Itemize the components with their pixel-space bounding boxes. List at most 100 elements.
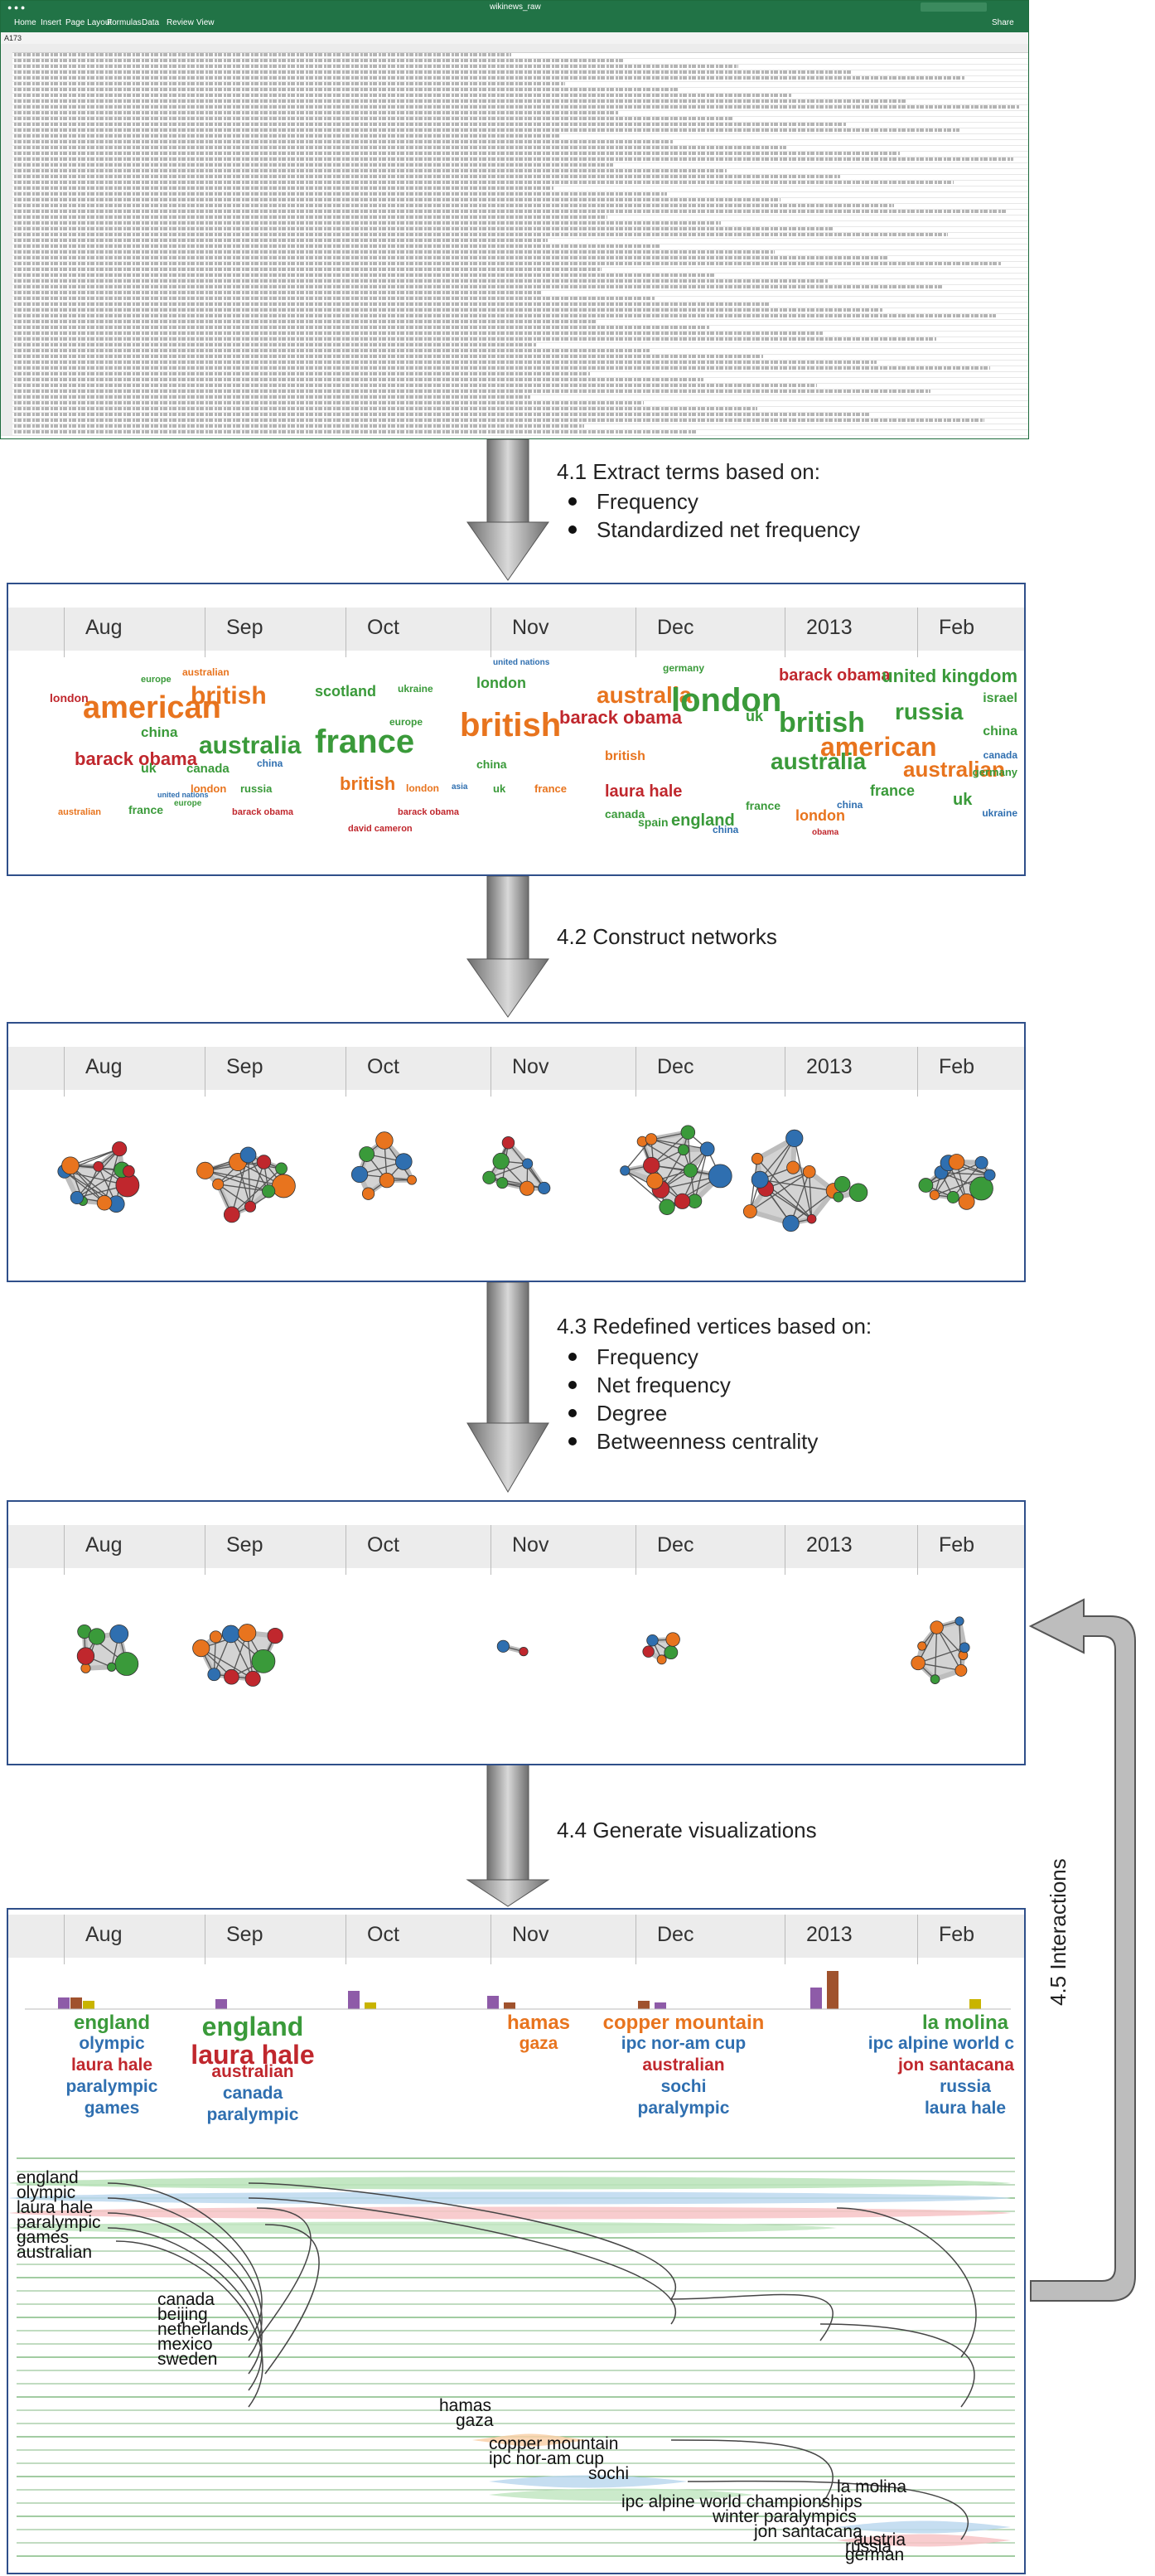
sheet-row[interactable] — [1, 52, 1028, 59]
sheet-row[interactable] — [1, 128, 1028, 134]
row-content[interactable] — [14, 430, 698, 433]
network-node[interactable] — [496, 1177, 509, 1189]
sheet-row[interactable] — [1, 151, 1028, 157]
row-header[interactable] — [1, 319, 12, 325]
row-header[interactable] — [1, 81, 12, 87]
row-content[interactable] — [14, 262, 1002, 265]
stream-label[interactable]: england — [17, 2168, 79, 2187]
row-content[interactable] — [14, 99, 906, 103]
sheet-row[interactable] — [1, 342, 1028, 349]
network-node[interactable] — [350, 1165, 369, 1184]
sheet-row[interactable] — [1, 238, 1028, 245]
stream-label[interactable]: sochi — [588, 2464, 630, 2483]
row-header[interactable] — [1, 122, 12, 128]
row-content[interactable] — [14, 204, 894, 207]
row-content[interactable] — [14, 227, 834, 230]
search-input[interactable] — [921, 2, 987, 12]
row-content[interactable] — [14, 314, 996, 317]
row-header[interactable] — [1, 348, 12, 354]
sheet-row[interactable] — [1, 371, 1028, 378]
month-term[interactable]: paralympic — [637, 2099, 730, 2118]
row-header[interactable] — [1, 360, 12, 366]
row-content[interactable] — [14, 291, 542, 294]
row-content[interactable] — [14, 152, 900, 155]
sheet-row[interactable] — [1, 284, 1028, 291]
month-term[interactable]: canada — [222, 2084, 283, 2103]
sheet-row[interactable] — [1, 157, 1028, 163]
row-header[interactable] — [1, 377, 12, 383]
tab-data[interactable]: Data — [142, 18, 160, 27]
row-header[interactable] — [1, 337, 12, 342]
sheet-row[interactable] — [1, 412, 1028, 419]
network-node[interactable] — [522, 1158, 534, 1169]
month-term[interactable]: la molina — [921, 2012, 1009, 2034]
row-header[interactable] — [1, 342, 12, 348]
stream-label[interactable]: winter paralympics — [713, 2507, 857, 2526]
network-node[interactable] — [646, 1172, 664, 1189]
network-node[interactable] — [520, 1180, 535, 1196]
sheet-row[interactable] — [1, 70, 1028, 76]
row-content[interactable] — [14, 395, 530, 399]
stream-label[interactable]: la molina — [837, 2477, 907, 2496]
network-node[interactable] — [645, 1133, 658, 1145]
row-header[interactable] — [1, 354, 12, 360]
row-header[interactable] — [1, 191, 12, 197]
network-node[interactable] — [680, 1125, 696, 1140]
month-term[interactable]: russia — [940, 2077, 991, 2096]
row-content[interactable] — [14, 378, 703, 381]
row-content[interactable] — [14, 279, 829, 283]
row-header[interactable] — [1, 180, 12, 186]
network-node[interactable] — [918, 1178, 934, 1193]
row-header[interactable] — [1, 389, 12, 395]
row-header[interactable] — [1, 366, 12, 371]
row-header[interactable] — [1, 157, 12, 162]
row-header[interactable] — [1, 273, 12, 278]
row-header[interactable] — [1, 400, 12, 406]
month-term[interactable]: australian — [211, 2062, 294, 2081]
sheet-row[interactable] — [1, 290, 1028, 297]
network-node[interactable] — [930, 1620, 944, 1634]
network-node[interactable] — [224, 1668, 239, 1685]
sheet-row[interactable] — [1, 145, 1028, 152]
sheet-row[interactable] — [1, 133, 1028, 140]
row-header[interactable] — [1, 249, 12, 255]
row-header[interactable] — [1, 313, 12, 319]
network-node[interactable] — [620, 1165, 631, 1176]
row-header[interactable] — [1, 296, 12, 302]
stream-label[interactable]: mexico — [157, 2335, 213, 2354]
sheet-row[interactable] — [1, 122, 1028, 128]
sheet-row[interactable] — [1, 377, 1028, 384]
month-term[interactable]: paralympic — [65, 2077, 158, 2096]
row-header[interactable] — [1, 244, 12, 249]
stream-label[interactable]: beijing — [157, 2305, 208, 2324]
network-node[interactable] — [267, 1628, 283, 1644]
network-node[interactable] — [834, 1175, 851, 1193]
network-node[interactable] — [983, 1169, 996, 1181]
sheet-row[interactable] — [1, 255, 1028, 262]
row-content[interactable] — [14, 59, 625, 62]
row-content[interactable] — [14, 366, 990, 370]
row-header[interactable] — [1, 174, 12, 180]
network-node[interactable] — [256, 1155, 272, 1169]
row-content[interactable] — [14, 146, 786, 149]
sheet-row[interactable] — [1, 302, 1028, 308]
network-node[interactable] — [642, 1645, 655, 1658]
sheet-row[interactable] — [1, 215, 1028, 221]
row-content[interactable] — [14, 94, 792, 97]
network-node[interactable] — [930, 1674, 940, 1684]
row-header[interactable] — [1, 52, 12, 58]
topic-band[interactable] — [8, 2206, 1011, 2220]
row-content[interactable] — [14, 349, 650, 352]
row-content[interactable] — [14, 186, 553, 190]
sheet-row[interactable] — [1, 220, 1028, 227]
sheet-row[interactable] — [1, 348, 1028, 355]
row-content[interactable] — [14, 70, 852, 74]
share-button[interactable]: Share — [992, 18, 1014, 27]
row-header[interactable] — [1, 116, 12, 122]
network-node[interactable] — [954, 1616, 964, 1626]
row-header[interactable] — [1, 261, 12, 267]
row-header[interactable] — [1, 99, 12, 104]
sheet-row[interactable] — [1, 197, 1028, 204]
row-content[interactable] — [14, 413, 871, 416]
tab-page-layout[interactable]: Page Layout — [65, 18, 113, 27]
